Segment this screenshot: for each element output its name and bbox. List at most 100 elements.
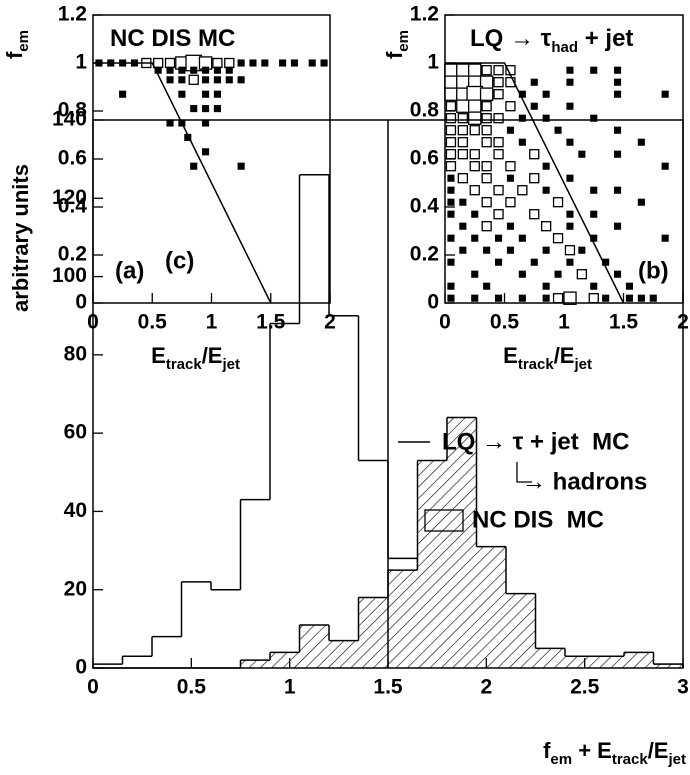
cut-line	[445, 62, 625, 304]
cell	[554, 126, 562, 134]
cell	[566, 210, 574, 218]
cell	[481, 197, 492, 208]
x-axis-label-part: + E	[572, 738, 612, 763]
cell	[590, 114, 598, 122]
cell	[178, 66, 186, 74]
y-tick-label: 20	[64, 577, 87, 600]
chart-title: NC DIS MC	[110, 25, 235, 52]
cell	[445, 101, 457, 112]
cell	[506, 174, 514, 182]
cell	[225, 76, 233, 84]
cell	[494, 258, 503, 266]
cell	[190, 105, 198, 113]
cell	[164, 57, 176, 69]
y-axis-label-part: arbitrary units	[8, 164, 33, 312]
x-tick-label: 0.5	[490, 311, 520, 334]
hist-bar	[476, 546, 506, 668]
cell	[237, 59, 245, 67]
cell	[542, 186, 550, 194]
cell	[590, 186, 598, 194]
hist-bar	[270, 652, 300, 668]
panel-label: (b)	[638, 257, 669, 284]
x-axis-label: fem + Etrack/Ejet	[543, 738, 686, 769]
x-tick-label: 1	[558, 311, 570, 334]
cell	[444, 63, 458, 77]
cell	[213, 105, 221, 113]
cell	[483, 246, 491, 254]
panel-label: (a)	[115, 257, 144, 284]
legend-label: LQ → τ + jet MC	[442, 428, 629, 455]
y-tick-label: 80	[64, 342, 87, 365]
cell	[530, 102, 538, 110]
hist-bar	[535, 648, 565, 668]
cell	[614, 66, 622, 74]
x-axis-label-part: jet	[221, 356, 240, 373]
y-axis-label: arbitrary units	[8, 164, 33, 312]
y-tick-label: 1.2	[410, 3, 439, 26]
cell	[493, 137, 504, 148]
cell	[447, 210, 455, 218]
cell	[637, 294, 645, 302]
cell	[444, 87, 458, 101]
x-tick-label: 0.5	[138, 311, 168, 334]
cell	[552, 197, 564, 208]
y-axis-label: fem	[2, 30, 33, 59]
x-tick-label: 3	[677, 676, 689, 699]
y-tick-label: 0.6	[410, 147, 439, 170]
cell	[290, 59, 298, 67]
cell	[614, 126, 622, 134]
cell	[225, 66, 233, 74]
cell	[506, 222, 514, 230]
cell	[471, 210, 479, 218]
cell	[552, 293, 564, 304]
hist-bar	[388, 570, 418, 668]
cell	[447, 282, 455, 290]
cell	[188, 74, 199, 85]
cell	[542, 246, 550, 254]
cell	[614, 270, 622, 278]
cell	[445, 125, 457, 136]
hist-bar	[506, 593, 536, 668]
cell	[224, 57, 235, 69]
cell	[447, 174, 455, 182]
cell	[445, 137, 457, 148]
cell	[213, 90, 221, 98]
cell	[493, 185, 504, 196]
cell	[481, 65, 492, 76]
cell	[566, 138, 574, 146]
cell	[481, 125, 492, 136]
cell	[493, 149, 504, 160]
cell	[530, 78, 538, 86]
cell	[483, 282, 491, 290]
x-axis-label-part: track	[166, 356, 203, 373]
cell	[552, 233, 564, 244]
cell	[590, 66, 598, 74]
cell	[542, 282, 550, 290]
cell	[625, 282, 633, 290]
cell	[249, 59, 257, 67]
cell	[505, 161, 516, 172]
cell	[554, 270, 562, 278]
cell	[261, 59, 269, 67]
cell	[459, 246, 467, 254]
cell	[471, 270, 479, 278]
cell	[308, 59, 316, 67]
cell	[493, 113, 504, 124]
x-axis-label-part: f	[543, 738, 551, 763]
cell	[541, 221, 552, 232]
cell	[445, 113, 457, 124]
cell	[493, 65, 504, 76]
cell	[202, 66, 210, 74]
cell	[518, 270, 526, 278]
x-tick-label: 1.5	[373, 676, 403, 699]
cell	[202, 90, 210, 98]
cell	[481, 137, 492, 148]
cell	[237, 162, 245, 170]
cell	[481, 101, 492, 112]
cell	[530, 258, 538, 266]
hist-bar	[653, 664, 683, 668]
x-tick-label: 0.5	[177, 676, 207, 699]
cell	[614, 90, 622, 98]
cell	[481, 221, 492, 232]
